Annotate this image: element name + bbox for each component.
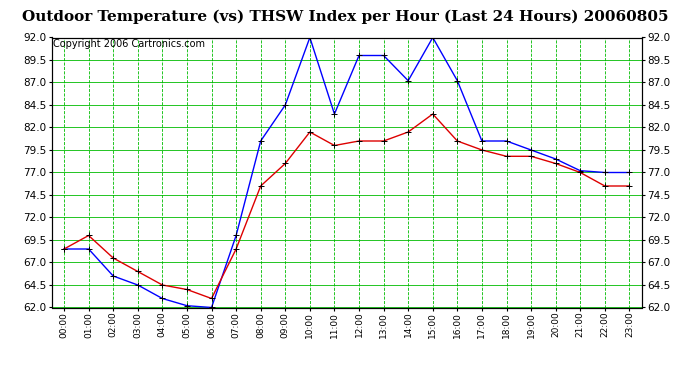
Text: Copyright 2006 Cartronics.com: Copyright 2006 Cartronics.com — [53, 39, 205, 49]
Text: Outdoor Temperature (vs) THSW Index per Hour (Last 24 Hours) 20060805: Outdoor Temperature (vs) THSW Index per … — [22, 9, 668, 24]
